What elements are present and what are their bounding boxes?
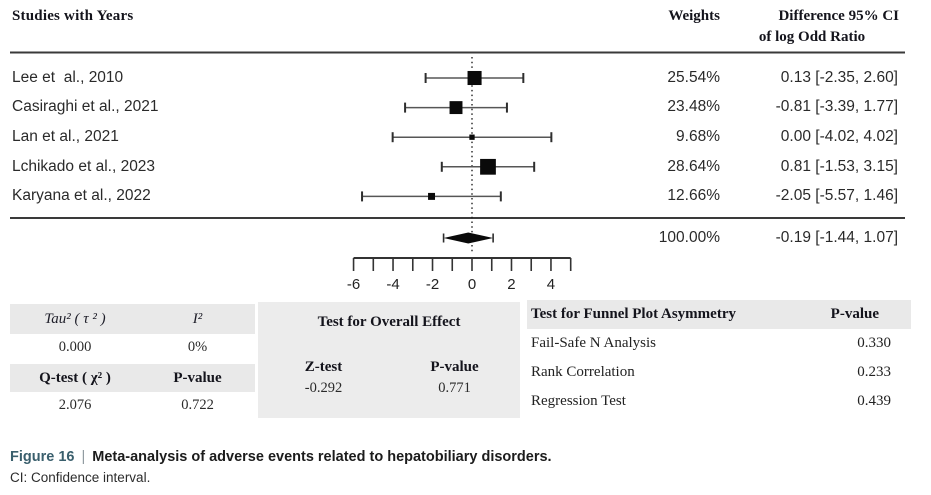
q-test-value: 2.076 [58, 397, 92, 413]
q-test-value-row: 2.076 0.722 [10, 392, 255, 418]
table-row: Fail-Safe N Analysis 0.330 [527, 329, 911, 358]
z-test-p-value: 0.771 [438, 380, 471, 396]
study-weight: 12.66% [667, 187, 720, 204]
axis-tick-label: -4 [386, 276, 400, 293]
caption-line1: Figure 16 | Meta-analysis of adverse event… [10, 447, 920, 468]
funnel-header-row: Test for Funnel Plot Asymmetry P-value [527, 300, 911, 329]
study-name: Lan et al., 2021 [12, 128, 119, 145]
z-test-p-header: P-value [430, 359, 479, 375]
effect-column-header-line1: Difference 95% CI [778, 8, 899, 24]
caption-title: Meta-analysis of adverse events related … [92, 449, 552, 465]
funnel-row-value: 0.233 [857, 364, 891, 380]
z-test-header: Z-test [304, 359, 343, 375]
study-ci: 0.81 [-1.53, 3.15] [780, 158, 898, 175]
heterogeneity-header-row: Tau² ( τ ² ) I² [10, 304, 255, 334]
study-ci: 0.00 [-4.02, 4.02] [780, 128, 898, 145]
table-row: Rank Correlation 0.233 [527, 358, 911, 387]
overall-effect-table: Test for Overall Effect Z-test P-value -… [258, 302, 520, 418]
effect-marker [428, 192, 436, 200]
caption-note: CI: Confidence interval. [10, 470, 151, 485]
z-test-value: -0.292 [304, 380, 343, 396]
overall-effect-header-row: Z-test P-value [258, 359, 520, 376]
i-squared-header: I² [192, 311, 203, 327]
study-name: Lee et al., 2010 [12, 69, 124, 86]
weights-column-header: Weights [668, 8, 720, 24]
i-squared-value: 0% [187, 339, 208, 355]
effect-marker [469, 134, 475, 140]
table-row: Regression Test 0.439 [527, 387, 911, 416]
study-name: Karyana et al., 2022 [12, 187, 151, 204]
study-row: Lee et al., 2010 25.54% 0.13 [-2.35, 2.6… [0, 68, 931, 88]
forest-plot: Studies with Years Weights Difference 95… [0, 8, 931, 293]
study-row: Lchikado et al., 2023 28.64% 0.81 [-1.53… [0, 157, 931, 177]
study-ci: 0.13 [-2.35, 2.60] [780, 69, 898, 86]
study-row: Casiraghi et al., 2021 23.48% -0.81 [-3.… [0, 97, 931, 117]
overall-effect-value-row: -0.292 0.771 [258, 380, 520, 397]
axis-tick-label: 2 [507, 276, 516, 293]
caption-separator: | [81, 449, 86, 465]
overall-effect-title: Test for Overall Effect [317, 314, 461, 330]
funnel-header-p-value: P-value [830, 306, 879, 322]
funnel-asymmetry-table: Test for Funnel Plot Asymmetry P-value F… [527, 300, 911, 416]
summary-ci: -0.19 [-1.44, 1.07] [775, 229, 898, 246]
axis-tick-label: 4 [546, 276, 556, 293]
funnel-row-value: 0.439 [857, 393, 891, 409]
heterogeneity-table: Tau² ( τ ² ) I² 0.000 0% Q-test ( χ² ) P… [10, 304, 255, 418]
effect-marker [449, 101, 463, 115]
study-row: Lan et al., 2021 9.68% 0.00 [-4.02, 4.02… [0, 127, 931, 147]
q-test-header: Q-test ( χ² ) [39, 370, 111, 386]
q-test-header-row: Q-test ( χ² ) P-value [10, 364, 255, 392]
funnel-row-label: Fail-Safe N Analysis [531, 335, 656, 351]
q-test-p-header: P-value [173, 370, 222, 386]
figure-caption: Figure 16 | Meta-analysis of adverse event… [10, 447, 920, 488]
effect-marker [467, 70, 482, 86]
funnel-row-label: Regression Test [531, 393, 626, 409]
study-name: Casiraghi et al., 2021 [12, 98, 159, 115]
effect-marker [480, 158, 496, 175]
study-weight: 23.48% [667, 98, 720, 115]
forest-plot-canvas [10, 51, 905, 271]
summary-weight: 100.00% [658, 229, 720, 246]
study-weight: 25.54% [667, 69, 720, 86]
study-ci: -2.05 [-5.57, 1.46] [775, 187, 898, 204]
funnel-row-value: 0.330 [857, 335, 891, 351]
axis-tick-label: -2 [425, 276, 440, 293]
study-weight: 9.68% [676, 128, 720, 145]
studies-column-header: Studies with Years [12, 8, 134, 24]
study-name: Lchikado et al., 2023 [12, 158, 156, 175]
summary-diamond [443, 232, 494, 244]
heterogeneity-value-row: 0.000 0% [10, 334, 255, 360]
tau-squared-header: Tau² ( τ ² ) [44, 311, 106, 327]
summary-row: 100.00% -0.19 [-1.44, 1.07] [0, 228, 931, 248]
funnel-row-label: Rank Correlation [531, 364, 635, 380]
study-row: Karyana et al., 2022 12.66% -2.05 [-5.57… [0, 186, 931, 206]
funnel-header-label: Test for Funnel Plot Asymmetry [531, 306, 736, 322]
study-weight: 28.64% [667, 158, 720, 175]
effect-column-header-line2: of log Odd Ratio [758, 29, 866, 45]
axis-tick-label: -6 [346, 276, 361, 293]
statistics-tables: Tau² ( τ ² ) I² 0.000 0% Q-test ( χ² ) P… [0, 300, 931, 445]
tau-squared-value: 0.000 [58, 339, 92, 355]
study-ci: -0.81 [-3.39, 1.77] [775, 98, 898, 115]
axis-tick-label: 0 [467, 276, 477, 293]
q-test-p-value: 0.722 [181, 397, 214, 413]
figure-number-label: Figure 16 [10, 449, 75, 465]
